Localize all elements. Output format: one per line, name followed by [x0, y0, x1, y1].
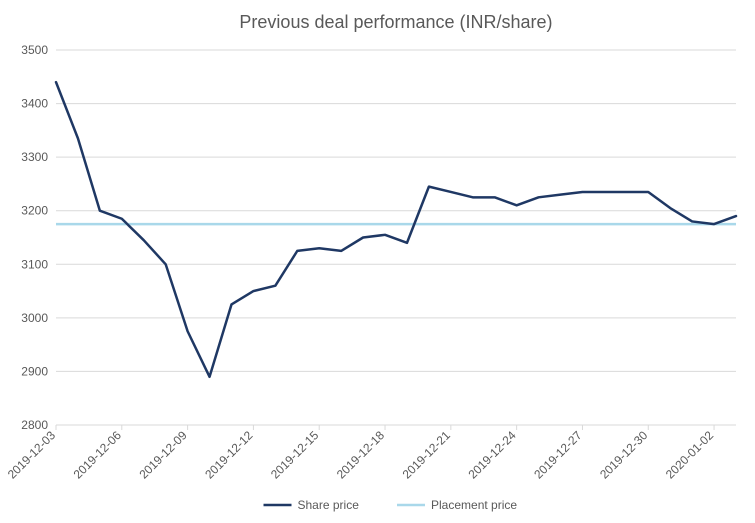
chart-title: Previous deal performance (INR/share) — [239, 12, 552, 32]
y-tick-label: 2800 — [21, 418, 48, 432]
line-chart: Previous deal performance (INR/share) 280… — [0, 0, 755, 523]
chart-container: Previous deal performance (INR/share) 280… — [0, 0, 755, 523]
y-tick-label: 3200 — [21, 204, 48, 218]
y-tick-label: 3000 — [21, 311, 48, 325]
y-tick-label: 3100 — [21, 257, 48, 271]
y-tick-label: 3300 — [21, 150, 48, 164]
legend-label: Placement price — [431, 498, 517, 512]
legend-label: Share price — [298, 498, 360, 512]
y-tick-label: 3400 — [21, 97, 48, 111]
y-tick-label: 2900 — [21, 364, 48, 378]
y-tick-label: 3500 — [21, 43, 48, 57]
